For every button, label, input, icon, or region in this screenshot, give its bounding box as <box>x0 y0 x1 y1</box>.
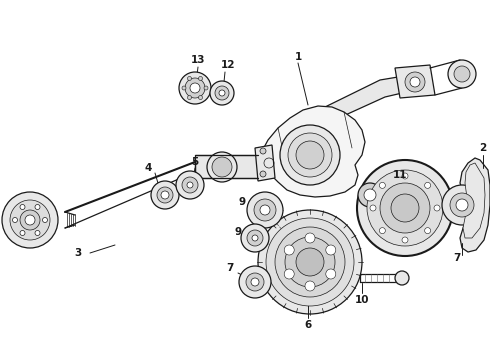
Circle shape <box>258 210 362 314</box>
Circle shape <box>254 199 276 221</box>
Circle shape <box>280 125 340 185</box>
Circle shape <box>260 171 266 177</box>
Text: 9: 9 <box>234 227 242 237</box>
Circle shape <box>188 95 192 99</box>
Text: 4: 4 <box>145 163 152 173</box>
Text: 6: 6 <box>304 320 312 330</box>
Circle shape <box>198 76 202 81</box>
Circle shape <box>395 271 409 285</box>
Circle shape <box>25 215 35 225</box>
Circle shape <box>10 200 50 240</box>
Circle shape <box>450 193 474 217</box>
Circle shape <box>284 269 294 279</box>
Text: 3: 3 <box>74 248 82 258</box>
Circle shape <box>448 60 476 88</box>
Circle shape <box>252 235 258 241</box>
Polygon shape <box>258 106 365 197</box>
Circle shape <box>185 78 205 98</box>
Circle shape <box>275 227 345 297</box>
Circle shape <box>358 183 382 207</box>
Circle shape <box>247 192 283 228</box>
Circle shape <box>207 152 237 182</box>
Polygon shape <box>460 158 490 252</box>
Circle shape <box>391 194 419 222</box>
Circle shape <box>305 281 315 291</box>
Circle shape <box>367 170 443 246</box>
Circle shape <box>187 182 193 188</box>
Circle shape <box>405 72 425 92</box>
Circle shape <box>151 181 179 209</box>
Circle shape <box>241 224 269 252</box>
Circle shape <box>43 217 48 222</box>
Circle shape <box>370 205 376 211</box>
Text: 7: 7 <box>453 253 461 263</box>
Circle shape <box>20 210 40 230</box>
Circle shape <box>13 217 18 222</box>
Circle shape <box>204 86 208 90</box>
Circle shape <box>285 237 335 287</box>
Circle shape <box>247 230 263 246</box>
Circle shape <box>402 173 408 179</box>
Circle shape <box>296 141 324 169</box>
Circle shape <box>434 205 440 211</box>
Circle shape <box>305 233 315 243</box>
Text: 7: 7 <box>226 263 234 273</box>
Circle shape <box>157 187 173 203</box>
Circle shape <box>182 177 198 193</box>
Circle shape <box>442 185 482 225</box>
Polygon shape <box>395 65 435 98</box>
Circle shape <box>198 95 202 99</box>
Circle shape <box>379 183 385 188</box>
Circle shape <box>260 148 266 154</box>
Circle shape <box>425 228 431 234</box>
Text: 11: 11 <box>393 170 407 180</box>
Circle shape <box>380 183 430 233</box>
Circle shape <box>284 245 294 255</box>
Circle shape <box>288 133 332 177</box>
Text: 5: 5 <box>192 157 198 167</box>
Circle shape <box>425 183 431 188</box>
Circle shape <box>219 90 225 96</box>
Text: 10: 10 <box>355 295 369 305</box>
Circle shape <box>188 76 192 81</box>
Polygon shape <box>255 145 275 181</box>
Circle shape <box>246 273 264 291</box>
Circle shape <box>161 191 169 199</box>
Text: 1: 1 <box>294 52 302 62</box>
Circle shape <box>326 269 336 279</box>
Text: 2: 2 <box>479 143 487 153</box>
Circle shape <box>35 230 40 235</box>
Circle shape <box>266 218 354 306</box>
Circle shape <box>210 81 234 105</box>
Polygon shape <box>195 155 258 178</box>
Circle shape <box>251 278 259 286</box>
Circle shape <box>20 204 25 210</box>
Circle shape <box>35 204 40 210</box>
Circle shape <box>357 160 453 256</box>
Circle shape <box>179 72 211 104</box>
Circle shape <box>239 266 271 298</box>
Text: 12: 12 <box>221 60 235 70</box>
Polygon shape <box>365 175 405 210</box>
Circle shape <box>454 66 470 82</box>
Circle shape <box>364 189 376 201</box>
Circle shape <box>176 171 204 199</box>
Circle shape <box>190 83 200 93</box>
Text: 13: 13 <box>191 55 205 65</box>
Circle shape <box>215 86 229 100</box>
Circle shape <box>260 205 270 215</box>
Circle shape <box>20 230 25 235</box>
Circle shape <box>379 228 385 234</box>
Circle shape <box>456 199 468 211</box>
Circle shape <box>402 237 408 243</box>
Circle shape <box>2 192 58 248</box>
Circle shape <box>410 77 420 87</box>
Circle shape <box>212 157 232 177</box>
Polygon shape <box>323 75 415 122</box>
Circle shape <box>296 248 324 276</box>
Circle shape <box>326 245 336 255</box>
Polygon shape <box>463 163 485 238</box>
Text: 9: 9 <box>239 197 245 207</box>
Circle shape <box>182 86 186 90</box>
